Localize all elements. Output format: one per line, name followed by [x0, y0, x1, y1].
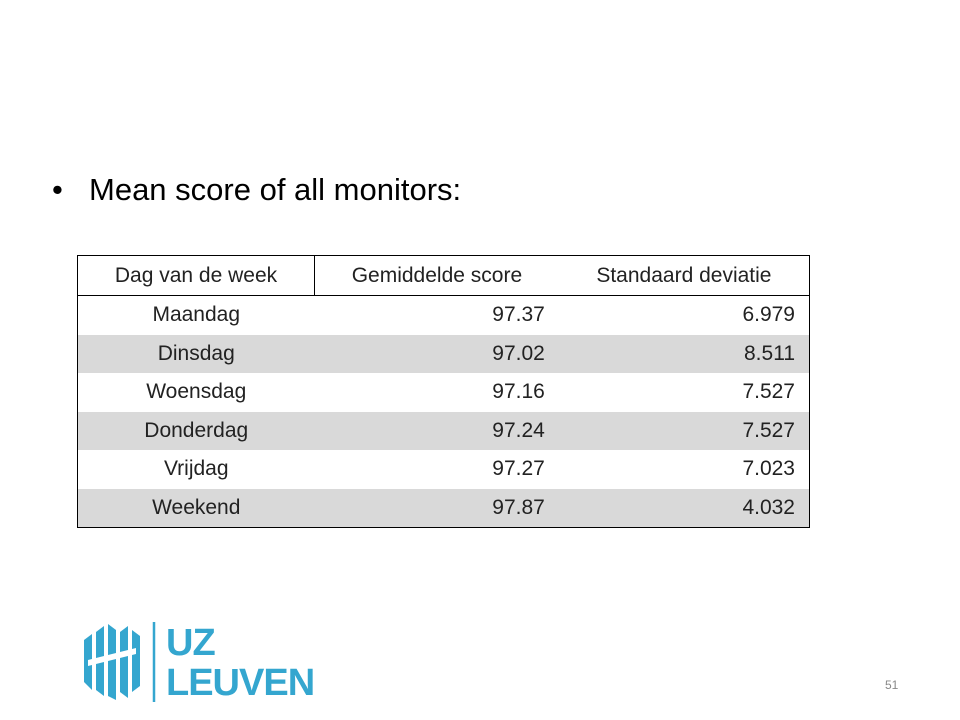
table-cell: 97.16: [492, 380, 545, 404]
page-number: 51: [885, 678, 899, 692]
table-row: Woensdag 97.16 7.527: [78, 373, 810, 412]
table-cell: 7.527: [742, 380, 795, 404]
bullet-text: Mean score of all monitors:: [89, 172, 462, 207]
table-row: Vrijdag 97.27 7.023: [78, 450, 810, 489]
logo: UZ LEUVEN: [80, 620, 315, 709]
table-cell: 7.527: [558, 411, 810, 450]
table-cell: 7.023: [742, 457, 795, 481]
table-cell: 8.511: [558, 334, 810, 373]
table-cell: Vrijdag: [163, 457, 229, 481]
table-row: Dinsdag 97.02 8.511: [77, 334, 810, 373]
table-cell: 97.02: [314, 334, 559, 373]
table-body: Maandag 97.37 6.979 Dinsdag 97.02 8.511 Woensd…: [77, 296, 810, 528]
score-table: Dag van de week Gemiddelde score Standaard…: [77, 255, 810, 528]
table-cell: Dinsdag: [77, 334, 315, 373]
header-cell: Dag van de week: [77, 255, 315, 296]
table-cell: 6.979: [742, 303, 795, 327]
table-cell: Maandag: [152, 303, 241, 327]
table-cell: Woensdag: [146, 380, 247, 404]
bullet-dot: •: [52, 172, 63, 207]
table-cell: 4.032: [558, 488, 810, 528]
table-row: Weekend 97.87 4.032: [77, 488, 810, 528]
header-row: Dag van de week Gemiddelde score Standaard…: [77, 255, 810, 296]
header-cell: Standaard deviatie: [558, 255, 810, 296]
logo-line2: LEUVEN: [166, 662, 315, 704]
table-cell: 97.37: [492, 303, 545, 327]
header-cell: Gemiddelde score: [314, 255, 559, 296]
table-cell: Weekend: [77, 488, 315, 528]
table-cell: 97.24: [314, 411, 559, 450]
table-cell: Donderdag: [77, 411, 315, 450]
logo-icon: [84, 622, 156, 702]
table-cell: 97.27: [492, 457, 545, 481]
logo-line1: UZ: [166, 622, 216, 664]
table-cell: 97.87: [314, 488, 559, 528]
table-row: Donderdag 97.24 7.527: [77, 411, 810, 450]
table-row: Maandag 97.37 6.979: [78, 296, 810, 335]
